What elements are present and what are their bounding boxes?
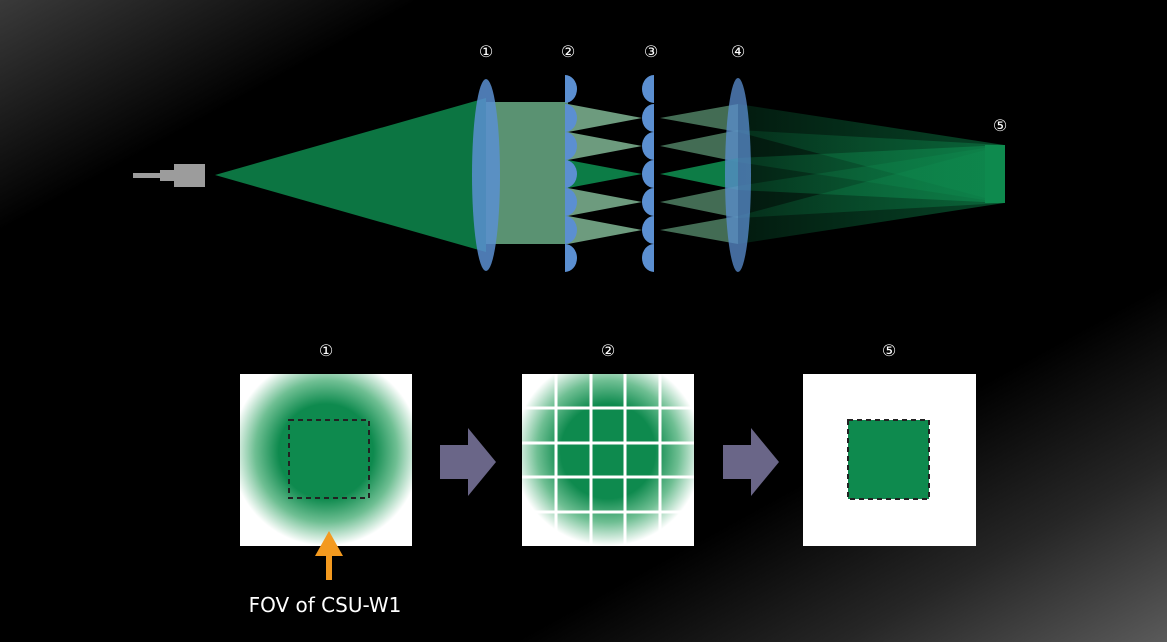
grid-lines [522, 374, 694, 546]
panel-label-2: ② [601, 341, 615, 360]
lenslet-array-2 [565, 75, 577, 272]
light-source-icon [133, 164, 205, 187]
label-2: ② [561, 42, 575, 61]
panel-label-1: ① [319, 341, 333, 360]
label-3: ③ [644, 42, 658, 61]
fov-pointer-arrow-icon [315, 531, 343, 580]
label-1: ① [479, 42, 493, 61]
next-step-arrow-icon [723, 428, 779, 496]
panel-label-5: ⑤ [882, 341, 896, 360]
image-plane-5 [985, 145, 1005, 203]
lens-4 [725, 78, 751, 272]
lenslet-array-3 [642, 75, 654, 272]
panel-1 [240, 374, 412, 546]
panel-2 [522, 374, 694, 546]
uniform-square [847, 419, 930, 500]
label-4: ④ [731, 42, 745, 61]
lenslet-focus-cones [568, 104, 642, 244]
label-5: ⑤ [993, 116, 1007, 135]
fov-dashed-square [288, 419, 370, 499]
lens-1 [472, 79, 500, 271]
next-step-arrow-icon [440, 428, 496, 496]
homogenized-beams [660, 104, 1004, 244]
diverging-beam [215, 98, 486, 252]
panel-5 [803, 374, 976, 546]
fov-caption: FOV of CSU-W1 [249, 593, 402, 617]
